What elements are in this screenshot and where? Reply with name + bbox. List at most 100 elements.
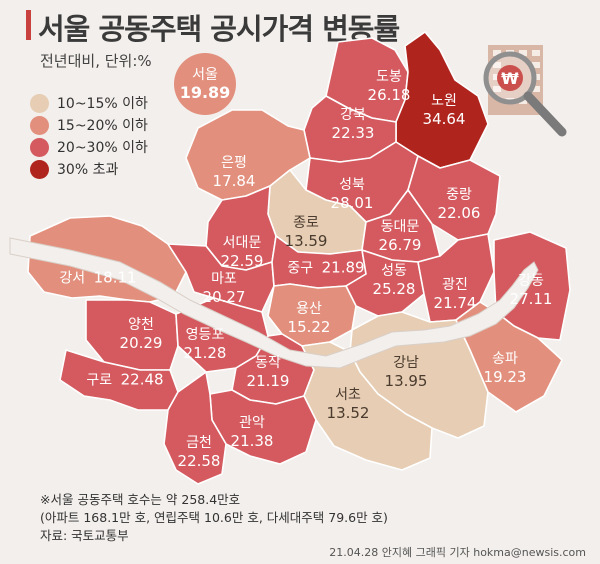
district-label-yongsan: 용산 15.22 [288,300,331,336]
district-label-gangnam: 강남 13.95 [385,354,428,390]
district-name: 강동 [518,273,544,289]
legend-item: 15~20% 이하 [30,114,148,136]
district-name: 종로 [293,215,319,231]
district-label-geumcheon: 금천 22.58 [178,434,221,470]
district-value: 26.79 [378,236,422,254]
district-name: 양천 [128,317,154,333]
district-label-dongjak: 동작 21.19 [247,354,290,390]
svg-text:₩: ₩ [501,69,519,88]
district-value: 20.29 [119,334,163,352]
legend: 10~15% 이하 15~20% 이하 20~30% 이하 30% 초과 [30,92,148,180]
district-label-seocho: 서초 13.52 [327,386,370,422]
legend-swatch [30,159,49,179]
district-name: 구로 [86,372,113,389]
district-name: 광진 [442,277,468,293]
district-value: 22.48 [120,370,164,389]
district-name: 마포 [211,271,237,287]
district-label-jungnang: 중랑 22.06 [438,186,481,222]
district-label-gwangjin: 광진 21.74 [434,276,477,312]
legend-item: 20~30% 이하 [30,136,148,158]
district-value: 22.58 [177,452,221,470]
subtitle: 전년대비, 단위:% [40,52,152,70]
district-name: 중구 [287,260,314,277]
district-label-yeongdeungpo: 영등포 21.28 [184,326,227,362]
seoul-value: 19.89 [179,83,231,102]
district-value: 26.18 [367,86,411,104]
district-name: 동대문 [380,219,420,235]
source-note: 자료: 국토교통부 [40,528,129,543]
district-name: 도봉 [376,69,402,85]
district-value: 21.89 [321,258,365,277]
district-label-gwanak: 관악 21.38 [231,414,274,450]
district-gwangjin [417,233,495,323]
district-value: 21.28 [183,344,227,362]
legend-label: 20~30% 이하 [57,140,148,156]
seoul-name: 서울 [192,67,218,83]
district-value: 21.19 [246,372,290,390]
district-geumcheon [163,371,227,485]
district-label-seodaemun: 서대문 22.59 [221,234,264,270]
district-name: 서대문 [222,235,262,251]
district-label-dobong: 도봉 26.18 [368,68,411,104]
district-label-jongno: 종로 13.59 [285,214,328,250]
district-value: 13.95 [384,372,428,390]
district-value: 22.06 [437,204,481,222]
district-value: 19.23 [483,368,527,386]
district-name: 동작 [255,355,281,371]
legend-item: 30% 초과 [30,158,148,180]
district-label-gangbuk: 강북 22.33 [332,106,375,142]
district-label-gangseo: 강서 18.11 [59,269,136,288]
district-label-guro: 구로 22.48 [86,371,163,390]
district-value: 21.74 [433,294,477,312]
district-value: 27.11 [509,290,553,308]
legend-swatch [30,93,49,113]
district-value: 34.64 [422,110,466,128]
district-name: 노원 [431,93,457,109]
title-accent-bar [26,10,31,40]
district-name: 용산 [296,301,322,317]
district-yangcheon [85,299,179,371]
district-name: 금천 [186,435,212,451]
district-label-seongbuk: 성북 28.01 [331,176,374,212]
district-name: 관악 [239,415,265,431]
graphic-credit: 21.04.28 안지혜 그래픽 기자 hokma@newsis.com [329,546,586,559]
legend-swatch [30,137,49,157]
seoul-total-badge: 서울 19.89 [174,53,236,115]
legend-item: 10~15% 이하 [30,92,148,114]
magnifier-building-icon: ₩ [483,45,567,137]
district-name: 성북 [339,177,365,193]
district-name: 영등포 [185,327,225,343]
district-value: 18.11 [93,268,137,287]
district-value: 22.59 [220,252,264,270]
district-value: 25.28 [372,280,416,298]
page-title: 서울 공동주택 공시가격 변동률 [38,12,400,46]
district-label-yangcheon: 양천 20.29 [120,316,163,352]
district-label-gangdong: 강동 27.11 [510,272,553,308]
district-value: 13.52 [326,404,370,422]
district-value: 22.33 [331,124,375,142]
district-value: 21.38 [230,432,274,450]
footnote-breakdown: (아파트 168.1만 호, 연립주택 10.6만 호, 다세대주택 79.6만… [40,510,388,525]
district-value: 13.59 [284,232,328,250]
district-name: 성동 [381,263,407,279]
district-name: 강북 [340,107,366,123]
legend-label: 30% 초과 [57,162,119,178]
district-value: 15.22 [287,318,331,336]
district-label-nowon: 노원 34.64 [423,92,466,128]
district-name: 서초 [335,387,361,403]
district-label-seongdong: 성동 25.28 [373,262,416,298]
district-label-mapo: 마포 20.27 [203,270,246,306]
district-gangdong [493,231,571,341]
legend-swatch [30,115,49,135]
district-name: 강서 [59,270,86,287]
district-value: 20.27 [202,288,246,306]
district-value: 17.84 [212,172,256,190]
legend-label: 10~15% 이하 [57,96,148,112]
district-label-dongdaemun: 동대문 26.79 [379,218,422,254]
district-label-songpa: 송파 19.23 [484,350,527,386]
district-mapo [167,243,275,313]
district-name: 송파 [492,351,518,367]
legend-label: 15~20% 이하 [57,118,148,134]
district-label-eunpyeong: 은평 17.84 [213,154,256,190]
